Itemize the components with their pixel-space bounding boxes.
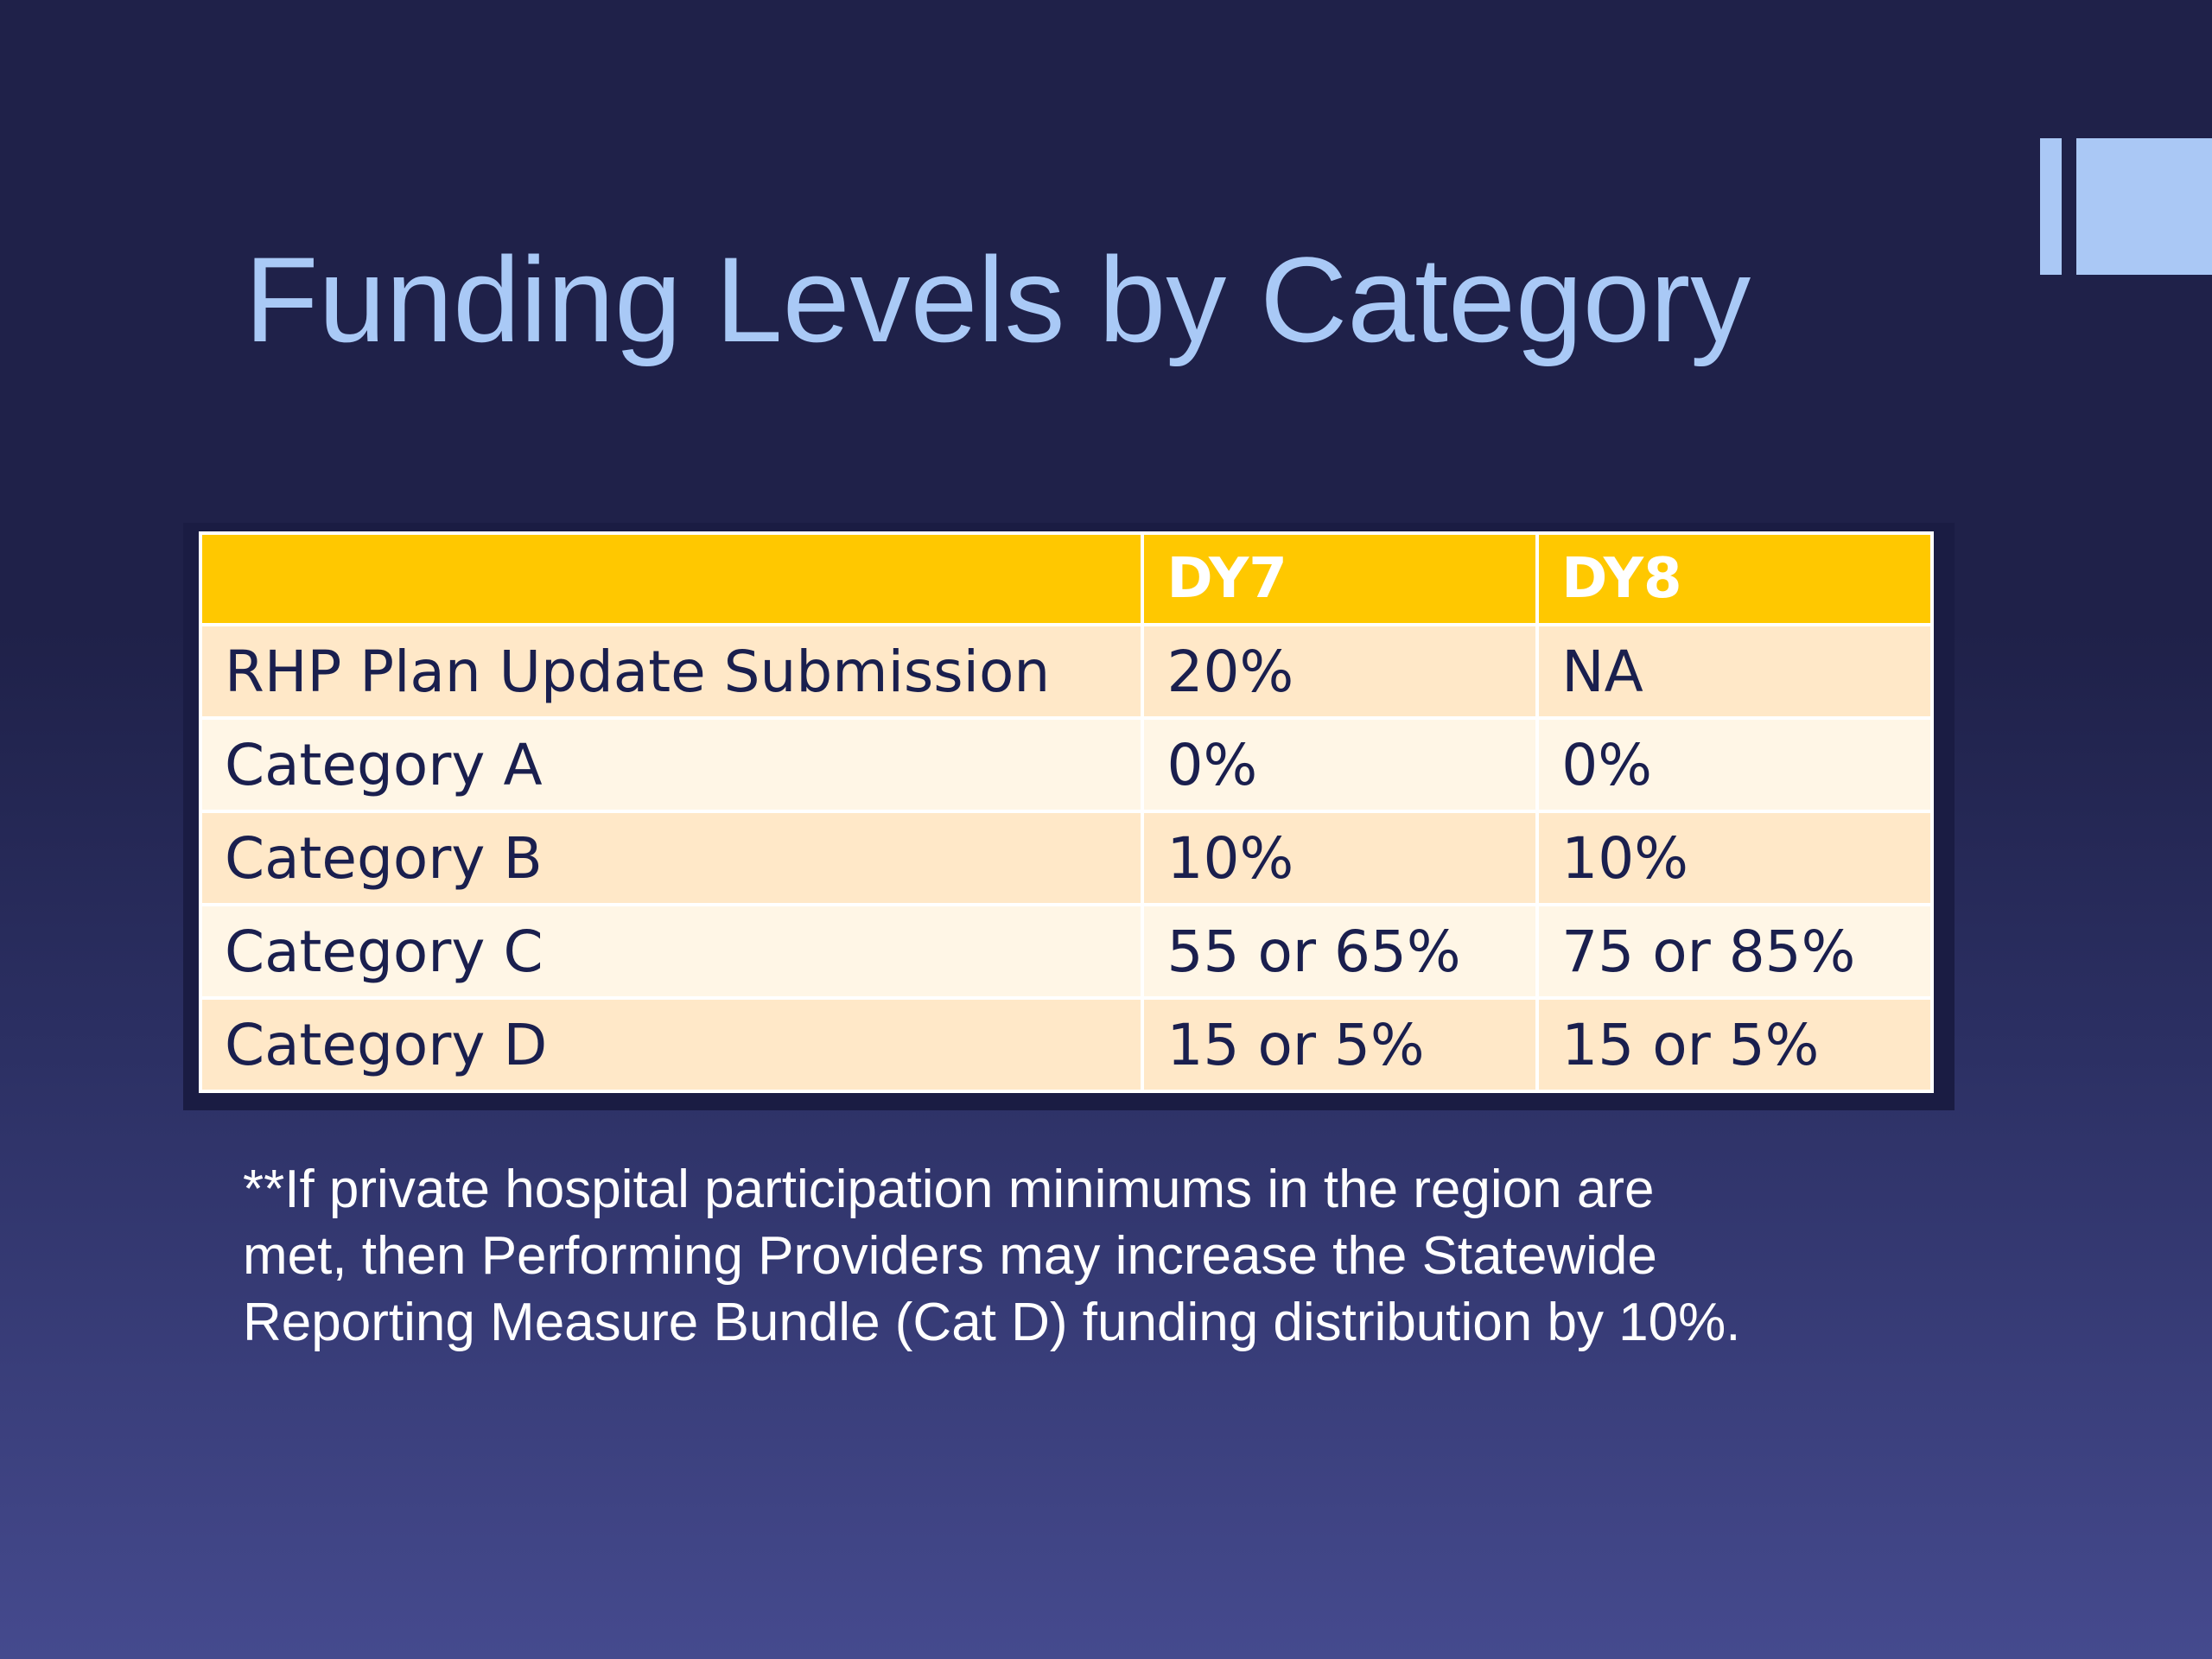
table-row: Category A 0% 0%	[198, 716, 1934, 813]
header-cell-dy7: DY7	[1141, 531, 1540, 626]
funding-table-container: DY7 DY8 RHP Plan Update Submission 20% N…	[183, 523, 1955, 1110]
dy8-value: 10%	[1535, 810, 1934, 906]
corner-accent-bar	[2040, 138, 2062, 275]
corner-accent-block	[2076, 138, 2212, 275]
dy7-value: 20%	[1141, 623, 1540, 720]
dy8-value: 0%	[1535, 716, 1934, 813]
slide-title: Funding Levels by Category	[245, 232, 1751, 367]
row-label: Category D	[198, 996, 1145, 1093]
dy7-value: 10%	[1141, 810, 1540, 906]
row-label: RHP Plan Update Submission	[198, 623, 1145, 720]
header-cell-dy8: DY8	[1535, 531, 1934, 626]
header-cell-blank	[198, 531, 1145, 626]
footnote-line: **If private hospital participation mini…	[243, 1160, 1655, 1219]
dy8-value: 15 or 5%	[1535, 996, 1934, 1093]
dy8-value: NA	[1535, 623, 1934, 720]
dy7-value: 15 or 5%	[1141, 996, 1540, 1093]
dy7-value: 0%	[1141, 716, 1540, 813]
footnote-line: met, then Performing Providers may incre…	[243, 1226, 1657, 1286]
dy8-value: 75 or 85%	[1535, 903, 1934, 1000]
footnote: **If private hospital participation mini…	[243, 1156, 1971, 1356]
table-row: Category D 15 or 5% 15 or 5%	[198, 996, 1934, 1093]
row-label: Category A	[198, 716, 1145, 813]
row-label: Category C	[198, 903, 1145, 1000]
table-row: Category C 55 or 65% 75 or 85%	[198, 903, 1934, 1000]
footnote-line: Reporting Measure Bundle (Cat D) funding…	[243, 1293, 1741, 1352]
dy7-value: 55 or 65%	[1141, 903, 1540, 1000]
row-label: Category B	[198, 810, 1145, 906]
table-row: RHP Plan Update Submission 20% NA	[198, 623, 1934, 720]
funding-table: DY7 DY8 RHP Plan Update Submission 20% N…	[198, 531, 1934, 1093]
table-row: Category B 10% 10%	[198, 810, 1934, 906]
table-header-row: DY7 DY8	[198, 531, 1934, 626]
